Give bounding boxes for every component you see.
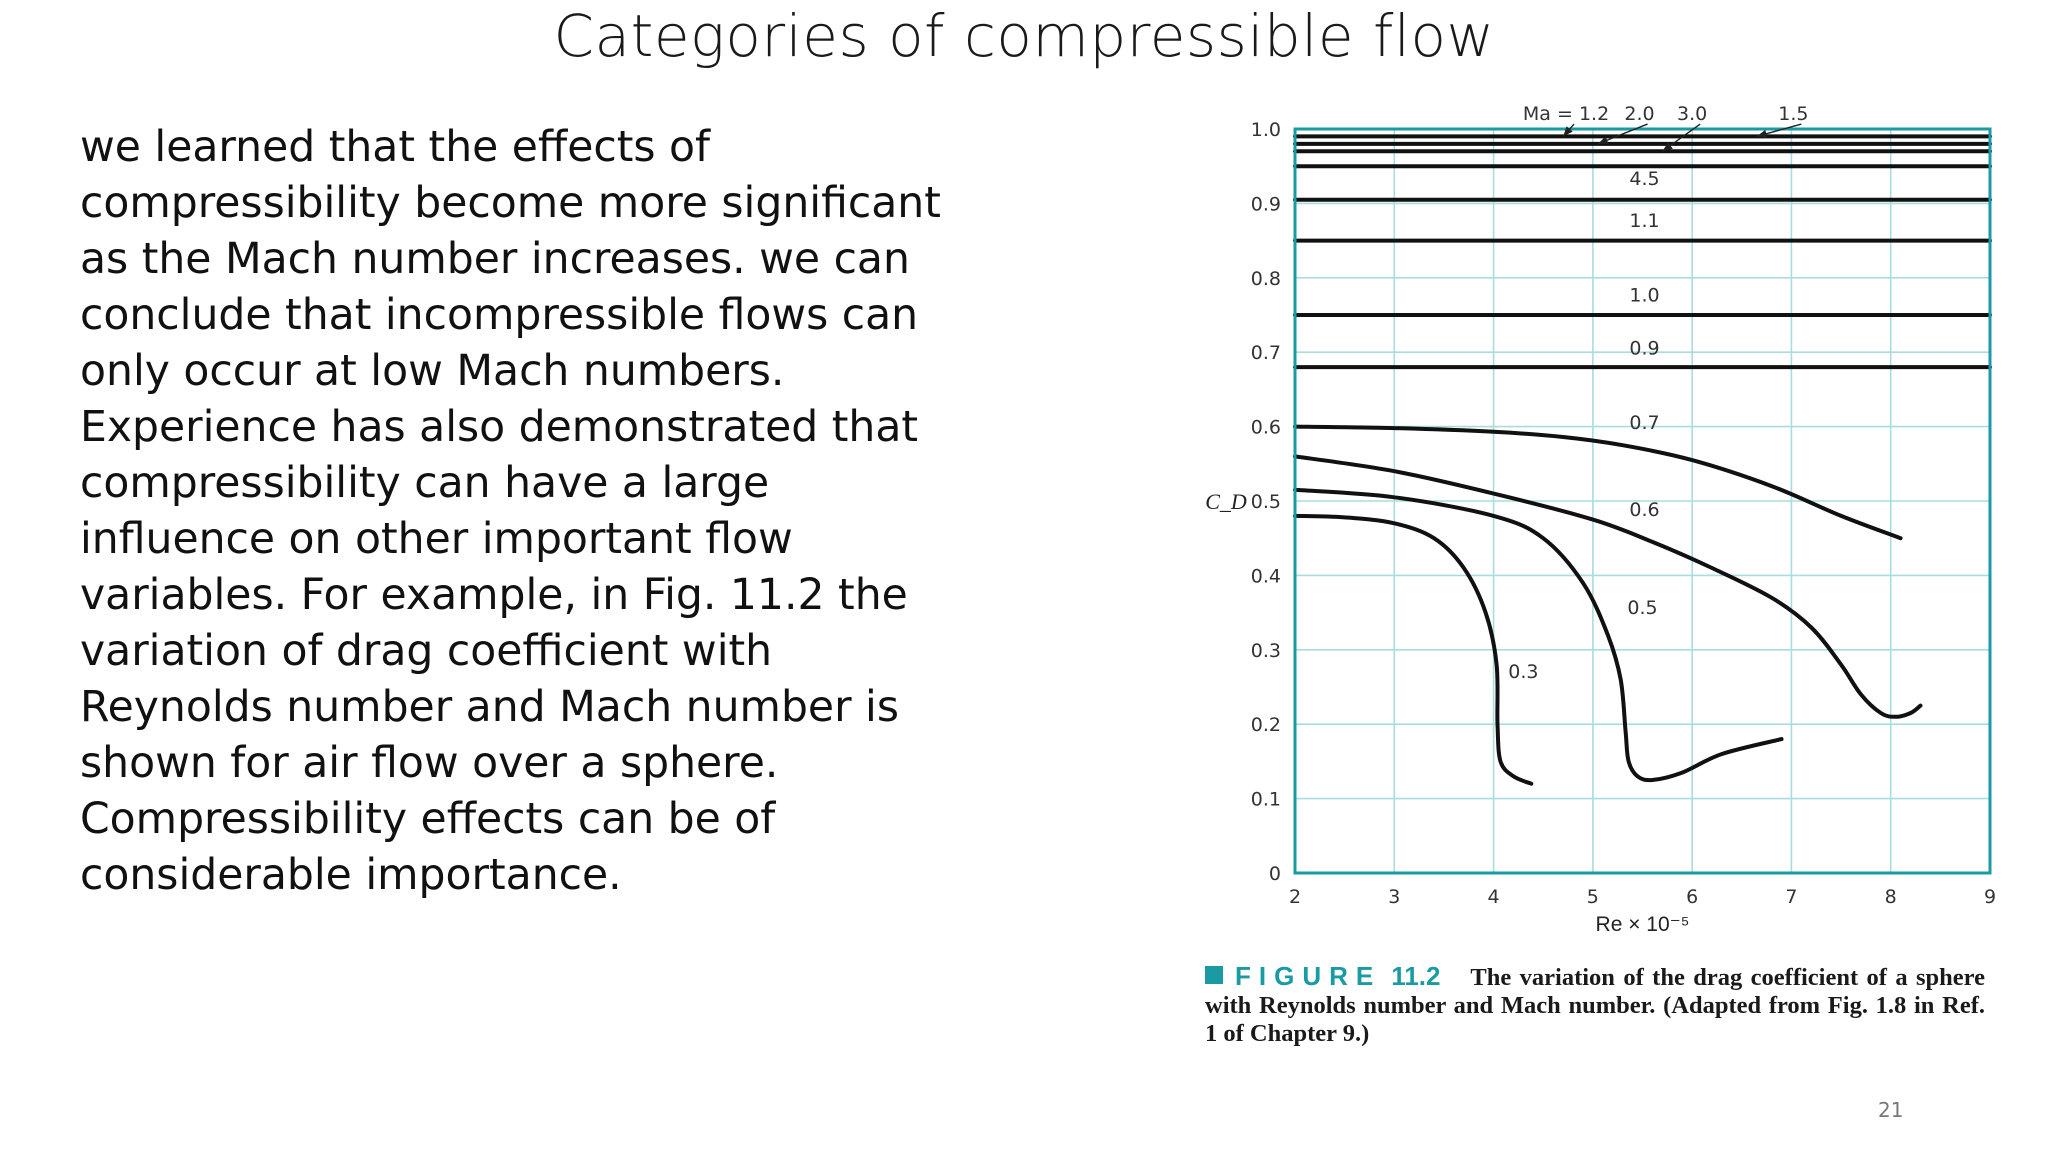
- series-label: 0.9: [1629, 337, 1659, 359]
- x-tick-label: 8: [1885, 886, 1897, 908]
- y-tick-label: 0.5: [1251, 491, 1281, 513]
- y-tick-label: 0.9: [1251, 193, 1281, 215]
- series-line-ma-0-6: [1293, 454, 1923, 719]
- series-label: 2.0: [1624, 103, 1654, 125]
- y-tick-label: 0.7: [1251, 342, 1281, 364]
- y-tick-label: 0: [1269, 863, 1281, 885]
- series-line-ma-0-7: [1293, 424, 1903, 541]
- slide-title: Categories of compressible flow: [553, 2, 1495, 70]
- y-tick-label: 0.2: [1251, 714, 1281, 736]
- series-label: 0.7: [1629, 412, 1659, 434]
- series-label: 0.3: [1508, 661, 1538, 683]
- x-tick-label: 9: [1984, 886, 1996, 908]
- page-number: 21: [1878, 1098, 1904, 1122]
- chart-series: [1293, 134, 1992, 786]
- y-tick-label: 0.4: [1251, 565, 1281, 587]
- drag-coefficient-chart: 2 3 4 5 6 7 8 900.10.20.30.40.50.60.70.80.91.0 …: [1205, 103, 1996, 936]
- series-label: 3.0: [1677, 103, 1707, 125]
- caption-figure-label: FIGURE: [1235, 961, 1382, 991]
- annotation-arrowhead-icon: [1563, 126, 1573, 137]
- series-line-ma-0-3: [1293, 513, 1534, 786]
- series-label: Ma = 1.2: [1523, 103, 1609, 125]
- annotation-arrowhead-icon: [1756, 129, 1768, 138]
- x-tick-label: 3: [1388, 886, 1400, 908]
- x-tick-label: 4: [1488, 886, 1500, 908]
- x-tick-label: 6: [1686, 886, 1698, 908]
- series-label: 4.5: [1629, 168, 1659, 190]
- body-text: we learned that the effects of compressi…: [80, 123, 941, 900]
- y-tick-label: 0.1: [1251, 789, 1281, 811]
- y-axis-label: C_D: [1205, 489, 1247, 514]
- series-label: 1.1: [1629, 210, 1659, 232]
- series-label: 1.5: [1778, 103, 1808, 125]
- annotation-arrowhead-icon: [1662, 142, 1673, 152]
- y-tick-label: 1.0: [1251, 119, 1281, 141]
- figure-caption: FIGURE 11.2 The variation of the drag coef…: [1205, 962, 1985, 1048]
- series-label: 0.5: [1627, 597, 1657, 619]
- x-axis-label: Re × 10⁻⁵: [1596, 913, 1690, 936]
- chart-annotations: Ma = 1.2 2.0 3.0 1.5 4.5 1.1 1.0 0.9 0.7 0.6 0.5 0.…: [1508, 103, 1808, 683]
- caption-text: The variation of the drag coefficient of…: [1205, 964, 1985, 1047]
- series-label: 0.6: [1629, 499, 1659, 521]
- chart-ticks: 2 3 4 5 6 7 8 9 0 0.1 0.2 0.3 0.4 0.5 0.6 0.7 0.8 0.9 1.0: [1251, 119, 1996, 908]
- y-tick-label: 0.8: [1251, 268, 1281, 290]
- x-tick-label: 7: [1785, 886, 1797, 908]
- y-tick-label: 0.6: [1251, 417, 1281, 439]
- y-tick-label: 0.3: [1251, 640, 1281, 662]
- chart-grid: [1294, 128, 1991, 874]
- caption-marker-icon: [1205, 966, 1223, 984]
- annotation-arrowhead-icon: [1597, 136, 1609, 144]
- series-label: 1.0: [1629, 285, 1659, 307]
- series-line-ma-0-5: [1293, 487, 1784, 783]
- plot-frame: [1293, 127, 1992, 875]
- x-tick-label: 2: [1289, 886, 1301, 908]
- caption-figure-number: 11.2: [1391, 961, 1441, 991]
- x-tick-label: 5: [1587, 886, 1599, 908]
